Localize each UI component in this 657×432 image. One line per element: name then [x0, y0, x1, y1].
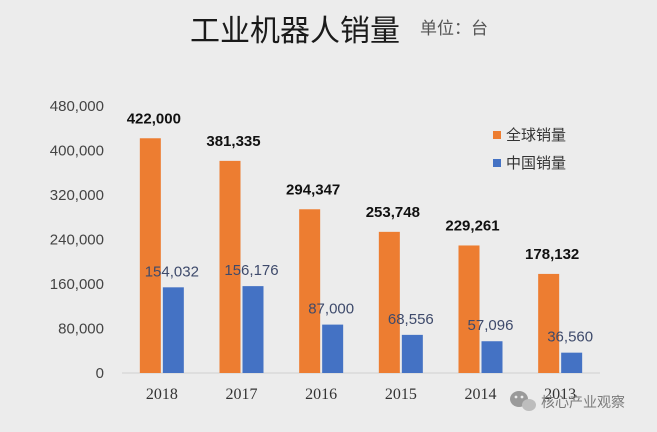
data-label-china: 87,000: [308, 301, 354, 318]
data-label-china: 68,556: [388, 311, 434, 328]
data-label-global: 178,132: [525, 246, 579, 263]
data-label-global: 229,261: [445, 217, 499, 234]
x-tick-label: 2013: [544, 386, 576, 403]
data-label-global: 381,335: [206, 133, 260, 150]
bar-global-2015: [378, 231, 400, 373]
bar-china-2015: [401, 334, 423, 373]
y-tick-label: 320,000: [50, 187, 104, 204]
y-tick-label: 240,000: [50, 232, 104, 249]
data-label-global: 253,748: [366, 204, 420, 221]
data-label-china: 154,032: [145, 263, 199, 280]
data-label-global: 294,347: [286, 181, 340, 198]
legend-swatch: [493, 159, 501, 167]
bar-global-2016: [299, 209, 321, 373]
data-label-china: 57,096: [468, 317, 514, 334]
bar-global-2014: [458, 245, 480, 373]
bar-global-2018: [139, 138, 161, 373]
watermark-text: 核心产业观察: [541, 394, 625, 411]
x-tick-label: 2014: [465, 386, 497, 403]
bar-china-2013: [561, 352, 583, 373]
y-tick-label: 400,000: [50, 143, 104, 160]
legend-label: 中国销量: [506, 154, 566, 172]
x-tick-label: 2015: [385, 386, 417, 403]
y-tick-label: 160,000: [50, 276, 104, 293]
x-tick-label: 2017: [226, 386, 258, 403]
data-label-china: 36,560: [547, 329, 593, 346]
y-tick-label: 480,000: [50, 98, 104, 115]
legend-label: 全球销量: [506, 126, 566, 144]
bar-global-2017: [219, 160, 241, 373]
chart-unit: 单位：台: [420, 19, 488, 39]
bars-group: 422,000 154,032 381,335 156,176 294,347 87,00…: [127, 110, 593, 373]
x-tick-label: 2016: [305, 386, 337, 403]
chart-title: 工业机器人销量: [190, 14, 400, 49]
y-tick-label: 0: [96, 365, 104, 382]
data-label-china: 156,176: [224, 262, 278, 279]
data-label-global: 422,000: [127, 110, 181, 127]
x-tick-label: 2018: [146, 386, 178, 403]
bar-china-2016: [322, 324, 344, 373]
axis-group: 0 80,000 160,000 240,000 320,000 400,000 480,0…: [50, 98, 600, 403]
bar-china-2017: [242, 286, 264, 373]
bar-china-2018: [162, 287, 184, 373]
wechat-icon: [510, 391, 536, 411]
y-tick-label: 80,000: [58, 321, 104, 338]
bar-china-2014: [481, 341, 503, 373]
bar-global-2013: [538, 273, 560, 373]
legend-swatch: [493, 131, 501, 139]
watermark: 核心产业观察: [510, 391, 625, 411]
